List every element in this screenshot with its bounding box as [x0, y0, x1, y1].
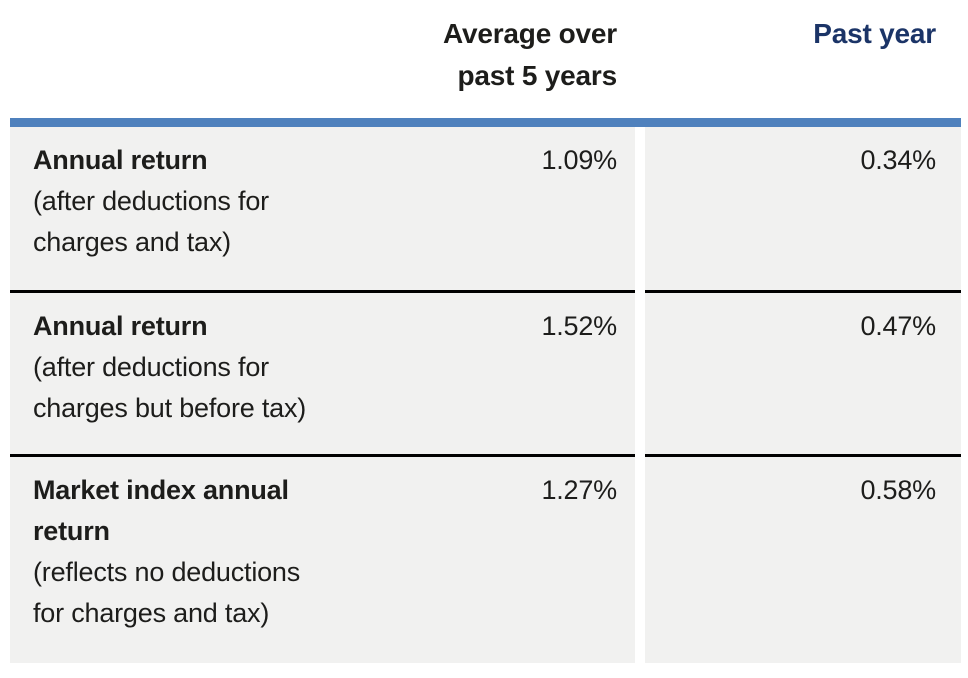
row-label: Market index annual return (reflects no … [33, 470, 300, 634]
column-gap [635, 127, 645, 290]
row-title: Market index annual return [33, 475, 289, 546]
header-average-5-years: Average over past 5 years [443, 18, 617, 91]
row-label-and-avg-cell: Annual return (after deductions for char… [10, 290, 635, 454]
avg-5yr-value: 1.09% [541, 145, 617, 175]
row-title: Annual return [33, 311, 208, 341]
table-header-row: Average over past 5 years Past year [10, 0, 961, 118]
table-row-annual-return-after-tax: Annual return (after deductions for char… [10, 127, 961, 290]
row-title: Annual return [33, 145, 208, 175]
performance-returns-table: Average over past 5 years Past year Annu… [10, 0, 961, 663]
past-year-value: 0.34% [645, 127, 961, 290]
blue-accent-bar [10, 118, 961, 127]
column-gap [635, 454, 645, 663]
row-label: Annual return (after deductions for char… [33, 306, 306, 429]
row-subtitle: (after deductions for charges but before… [33, 352, 307, 423]
row-subtitle: (after deductions for charges and tax) [33, 186, 269, 257]
table-row-annual-return-before-tax: Annual return (after deductions for char… [10, 290, 961, 454]
header-column-gap [635, 13, 645, 118]
avg-5yr-value: 1.52% [541, 311, 617, 341]
row-subtitle: (reflects no deductions for charges and … [33, 557, 301, 628]
avg-5yr-value: 1.27% [541, 475, 617, 505]
row-label-and-avg-cell: Annual return (after deductions for char… [10, 127, 635, 290]
header-past-year: Past year [813, 18, 936, 49]
past-year-value: 0.58% [645, 454, 961, 663]
table-row-market-index-annual-return: Market index annual return (reflects no … [10, 454, 961, 663]
row-label: Annual return (after deductions for char… [33, 140, 269, 263]
column-gap [635, 290, 645, 454]
row-label-and-avg-cell: Market index annual return (reflects no … [10, 454, 635, 663]
past-year-value: 0.47% [645, 290, 961, 454]
